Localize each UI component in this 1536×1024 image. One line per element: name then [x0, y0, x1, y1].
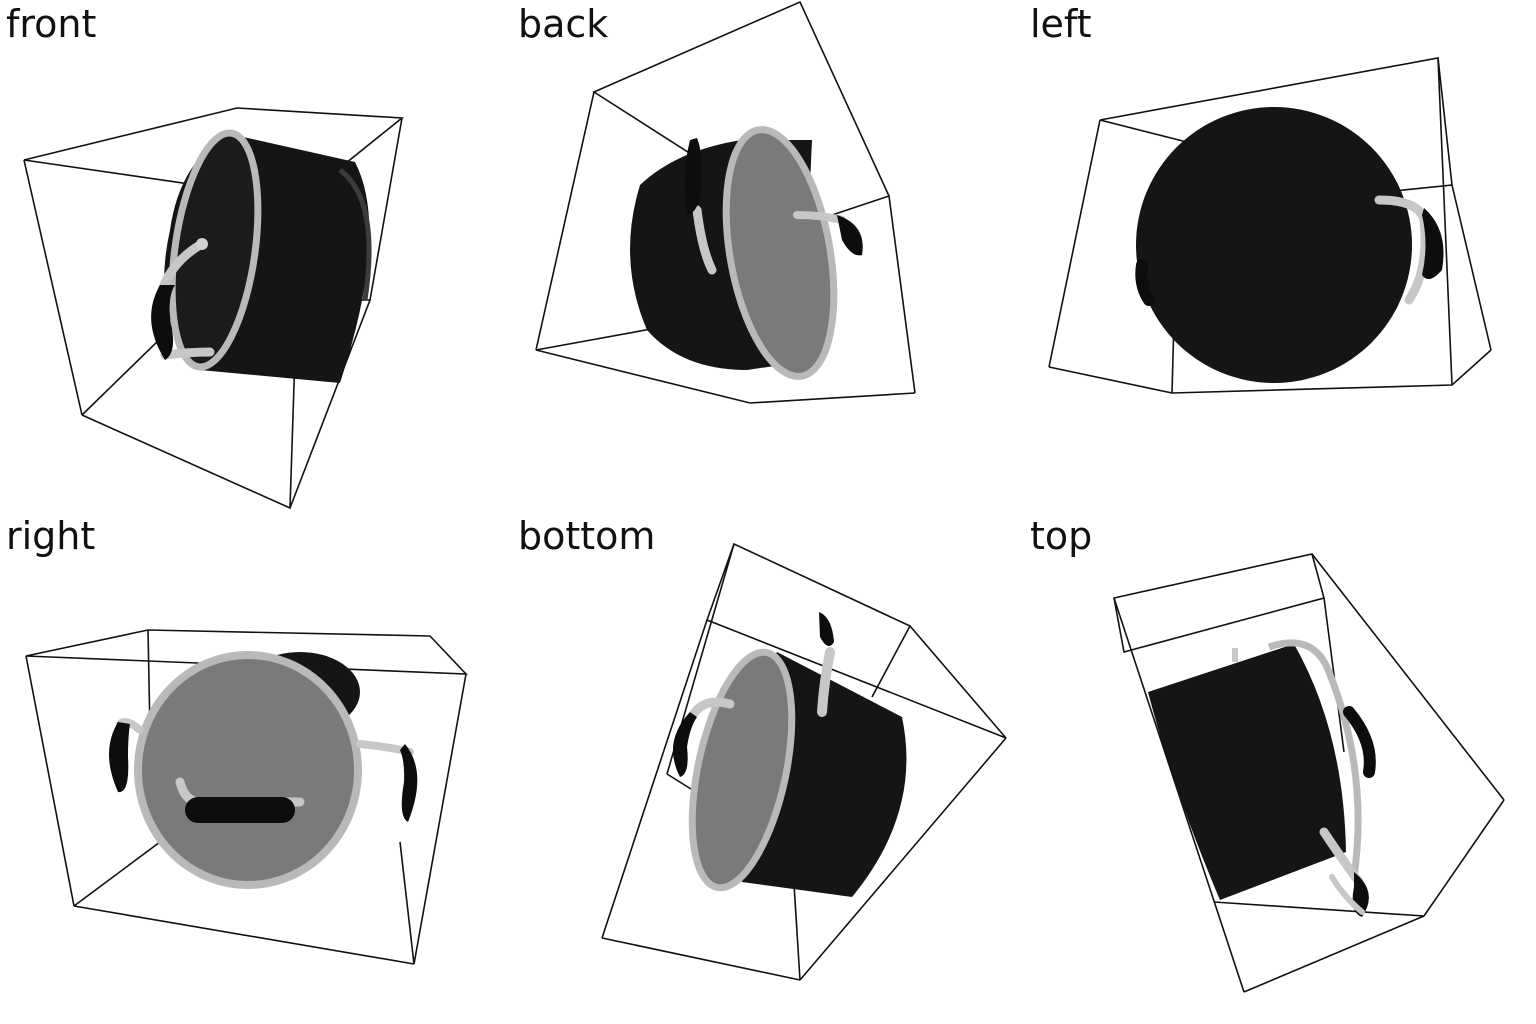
view-bottom: bottom — [512, 512, 1024, 1024]
view-label: left — [1030, 2, 1092, 46]
back-render — [535, 0, 916, 404]
view-left: left — [1024, 0, 1536, 512]
bottom-render — [601, 542, 1007, 981]
cooking-pot-render — [672, 612, 907, 897]
cooking-pot-render — [630, 126, 863, 380]
view-label: right — [6, 514, 96, 558]
view-label: top — [1030, 514, 1093, 558]
view-label: front — [6, 2, 97, 46]
left-render — [1048, 57, 1492, 394]
view-front: front — [0, 0, 512, 512]
cooking-pot-render — [151, 129, 372, 383]
view-label: bottom — [518, 514, 656, 558]
bounding-box-wireframe — [1113, 553, 1505, 993]
right-render — [25, 629, 468, 965]
cooking-pot-render — [1148, 639, 1376, 917]
front-render — [23, 107, 405, 510]
view-back: back — [512, 0, 1024, 512]
top-render — [1113, 553, 1505, 993]
view-label: back — [518, 2, 609, 46]
view-top: top — [1024, 512, 1536, 1024]
cooking-pot-render — [109, 651, 418, 889]
cooking-pot-render — [1135, 107, 1444, 383]
view-right: right — [0, 512, 512, 1024]
